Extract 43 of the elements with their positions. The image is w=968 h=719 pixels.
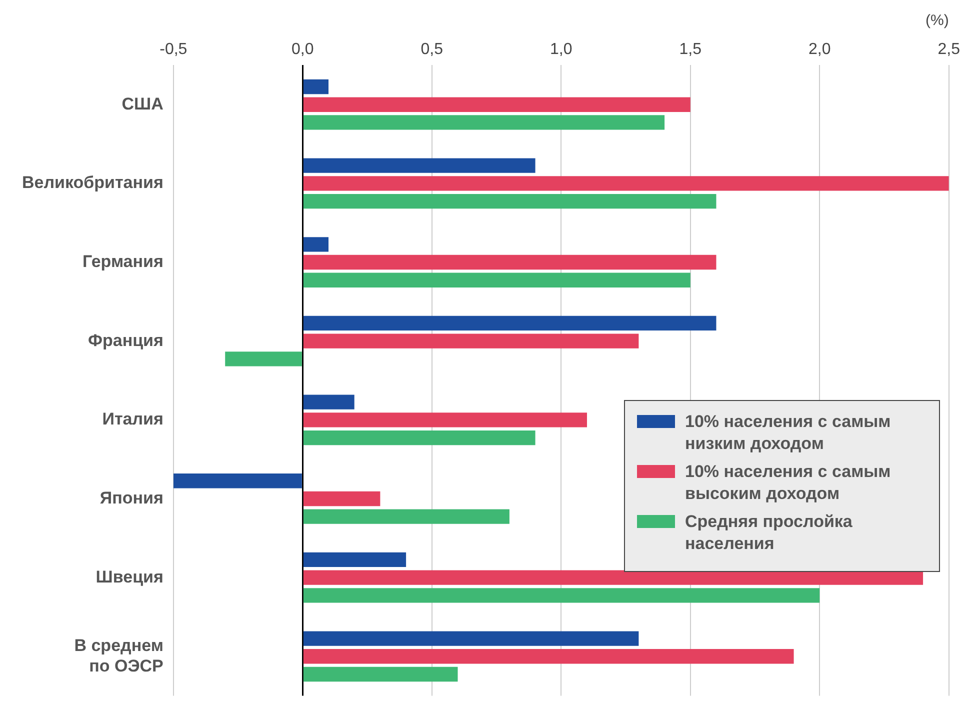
- legend-label: Средняя прослойка населения: [685, 511, 854, 555]
- y-tick-label: США: [122, 94, 164, 114]
- y-tick-label: Великобритания: [22, 173, 164, 192]
- y-tick-label: В среднем по ОЭСР: [74, 636, 164, 676]
- bar: [303, 316, 716, 331]
- bar: [303, 509, 510, 524]
- bar: [303, 552, 406, 568]
- bar: [225, 352, 302, 366]
- x-tick-label: 1,0: [550, 41, 572, 58]
- legend-label: 10% населения с самым низким доходом: [685, 411, 892, 455]
- bar: [303, 79, 328, 94]
- bar: [173, 474, 302, 488]
- x-tick-label: 2,0: [808, 41, 831, 58]
- bar: [303, 666, 458, 682]
- bar: [303, 394, 354, 410]
- bar: [303, 491, 380, 506]
- bar: [303, 430, 536, 446]
- bar: [303, 254, 716, 270]
- y-tick-label: Швеция: [96, 567, 164, 586]
- x-tick-label: -0,5: [160, 41, 188, 58]
- x-axis-title: (%): [926, 12, 949, 30]
- y-tick-label: Италия: [102, 410, 164, 429]
- y-tick-label: Франция: [88, 330, 164, 350]
- y-tick-label: Япония: [100, 488, 164, 508]
- bar: [303, 272, 690, 288]
- legend-label: 10% населения с самым высоким доходом: [685, 461, 892, 505]
- bar: [303, 194, 716, 209]
- bar: [303, 115, 665, 130]
- x-tick-label: 1,5: [679, 41, 702, 58]
- bar: [303, 631, 639, 646]
- y-tick-label: Германия: [82, 252, 164, 271]
- bar: [303, 649, 794, 664]
- bar: [303, 588, 820, 603]
- bar: [303, 412, 587, 428]
- x-tick-label: 0,0: [292, 41, 314, 58]
- bar: [303, 237, 328, 252]
- bar: [303, 158, 536, 173]
- bar: [303, 176, 949, 191]
- x-tick-label: 2,5: [938, 41, 960, 58]
- bar: [303, 97, 690, 112]
- x-tick-label: 0,5: [420, 41, 444, 58]
- bar: [303, 334, 639, 348]
- bar: [303, 570, 924, 585]
